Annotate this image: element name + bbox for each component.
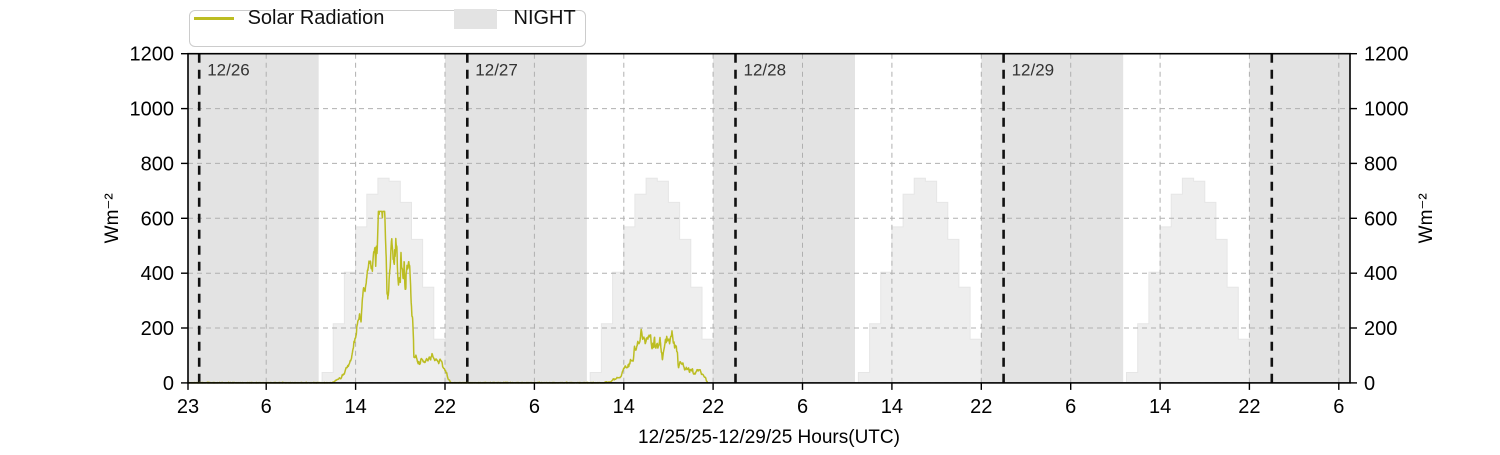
svg-text:800: 800 xyxy=(141,153,174,175)
svg-text:23: 23 xyxy=(177,396,199,418)
svg-text:Wm⁻²: Wm⁻² xyxy=(102,193,123,243)
svg-text:Wm⁻²: Wm⁻² xyxy=(1416,193,1437,243)
svg-text:200: 200 xyxy=(1364,318,1397,340)
svg-text:6: 6 xyxy=(1333,396,1344,418)
svg-text:12/29: 12/29 xyxy=(1012,61,1055,80)
svg-text:1000: 1000 xyxy=(130,99,175,121)
svg-text:6: 6 xyxy=(1065,396,1076,418)
svg-text:200: 200 xyxy=(141,318,174,340)
svg-text:600: 600 xyxy=(141,208,174,230)
svg-text:14: 14 xyxy=(613,396,635,418)
svg-text:22: 22 xyxy=(434,396,456,418)
svg-text:12/27: 12/27 xyxy=(475,61,518,80)
svg-text:600: 600 xyxy=(1364,208,1397,230)
svg-text:14: 14 xyxy=(344,396,366,418)
svg-text:1000: 1000 xyxy=(1364,99,1409,121)
svg-text:6: 6 xyxy=(261,396,272,418)
svg-text:12/28: 12/28 xyxy=(744,61,787,80)
svg-text:400: 400 xyxy=(141,263,174,285)
svg-text:0: 0 xyxy=(163,373,174,395)
svg-text:14: 14 xyxy=(881,396,903,418)
svg-text:1200: 1200 xyxy=(130,44,175,66)
svg-text:12/25/25-12/29/25 Hours(UTC): 12/25/25-12/29/25 Hours(UTC) xyxy=(638,427,900,448)
svg-text:14: 14 xyxy=(1149,396,1171,418)
svg-text:12/26: 12/26 xyxy=(207,61,250,80)
svg-text:400: 400 xyxy=(1364,263,1397,285)
svg-text:22: 22 xyxy=(970,396,992,418)
svg-text:22: 22 xyxy=(702,396,724,418)
svg-text:1200: 1200 xyxy=(1364,44,1409,66)
svg-text:800: 800 xyxy=(1364,153,1397,175)
svg-text:6: 6 xyxy=(529,396,540,418)
svg-text:22: 22 xyxy=(1238,396,1260,418)
svg-text:6: 6 xyxy=(797,396,808,418)
svg-text:0: 0 xyxy=(1364,373,1375,395)
